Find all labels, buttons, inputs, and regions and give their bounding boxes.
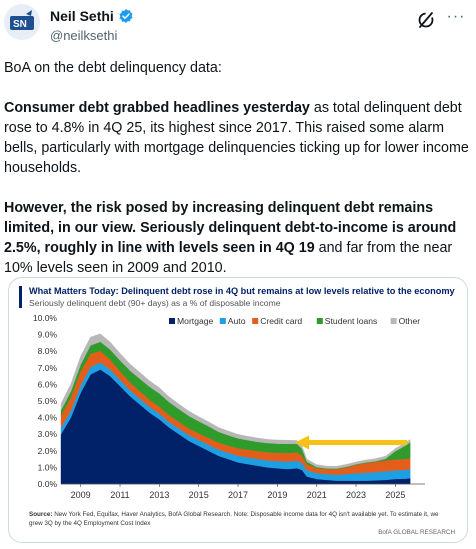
x-tick-label: 2009 xyxy=(71,490,91,500)
tweet-paragraph-3-rest: and far from the near 10% levels seen in… xyxy=(4,240,453,276)
x-tick-label: 2023 xyxy=(346,490,366,500)
source-text: New York Fed, Equifax, Haver Analytics, … xyxy=(29,511,439,527)
legend-swatch-credit-card xyxy=(252,318,259,324)
author-display-name[interactable]: Neil Sethi xyxy=(50,8,114,24)
chart-brand: BofA GLOBAL RESEARCH xyxy=(378,529,455,536)
x-tick-label: 2013 xyxy=(149,490,169,500)
tweet-paragraph-2: Consumer debt grabbed headlines yesterda… xyxy=(4,98,470,178)
x-tick-label: 2019 xyxy=(267,490,287,500)
tweet-paragraph-2-rest: as total delinquent debt rose to 4.8% in… xyxy=(4,100,469,176)
chart-subtitle: Seriously delinquent debt (90+ days) as … xyxy=(29,298,281,308)
annotation-arrow-head xyxy=(295,435,310,450)
legend-label: Student loans xyxy=(325,316,378,326)
x-tick-label: 2017 xyxy=(228,490,248,500)
y-tick-label: 1.0% xyxy=(38,462,58,472)
chart-source-note: Source: New York Fed, Equifax, Haver Ana… xyxy=(29,510,449,528)
x-tick-label: 2011 xyxy=(110,490,129,500)
legend-swatch-other xyxy=(390,318,397,324)
legend-label: Credit card xyxy=(260,316,302,326)
y-tick-label: 4.0% xyxy=(38,413,58,423)
y-tick-label: 3.0% xyxy=(38,429,58,439)
y-tick-label: 0.0% xyxy=(38,479,58,489)
avatar[interactable]: SN xyxy=(4,4,40,40)
verified-badge-icon xyxy=(119,9,133,23)
legend-label: Mortgage xyxy=(177,316,214,326)
tweet-paragraph-3: However, the risk posed by increasing de… xyxy=(4,198,470,278)
y-tick-label: 8.0% xyxy=(38,346,58,356)
source-label: Source: xyxy=(29,511,53,518)
tweet-paragraph-2-bold: Consumer debt grabbed headlines yesterda… xyxy=(4,100,310,116)
chart-image-card[interactable]: What Matters Today: Delinquent debt rose… xyxy=(8,277,468,543)
legend-label: Auto xyxy=(228,316,246,326)
y-tick-label: 9.0% xyxy=(38,330,58,340)
grok-icon xyxy=(418,12,434,28)
tweet-header: SN Neil Sethi @neilksethi ··· xyxy=(0,0,476,50)
grok-button[interactable] xyxy=(416,10,436,30)
sn-logo-avatar-icon: SN xyxy=(4,4,40,40)
legend-label: Other xyxy=(399,316,421,326)
chart-figure: What Matters Today: Delinquent debt rose… xyxy=(19,284,459,538)
more-options-icon[interactable]: ··· xyxy=(446,8,466,25)
area-series-other xyxy=(60,333,411,469)
legend-swatch-student-loans xyxy=(316,318,323,324)
x-tick-label: 2025 xyxy=(385,490,405,500)
chart-title: What Matters Today: Delinquent debt rose… xyxy=(29,286,455,296)
x-tick-label: 2015 xyxy=(189,490,209,500)
y-tick-label: 2.0% xyxy=(38,446,58,456)
tweet-paragraph-1: BoA on the debt delinquency data: xyxy=(4,60,222,76)
x-tick-label: 2021 xyxy=(307,490,327,500)
svg-text:SN: SN xyxy=(13,19,27,30)
tweet-text: BoA on the debt delinquency data: Consum… xyxy=(4,58,470,298)
legend-swatch-auto xyxy=(219,318,226,324)
chart-accent-bar xyxy=(19,286,22,308)
y-tick-label: 10.0% xyxy=(33,313,58,323)
y-tick-label: 7.0% xyxy=(38,363,58,373)
legend-swatch-mortgage xyxy=(169,318,175,324)
y-tick-label: 5.0% xyxy=(38,396,58,406)
tweet-paragraph-3-bold: However, the risk posed by increasing de… xyxy=(4,200,457,256)
y-tick-label: 6.0% xyxy=(38,379,58,389)
stacked-area-chart: 0.0% 1.0% 2.0% 3.0% 4.0% 5.0% 6.0% 7.0% 8.0% 9.0%… xyxy=(33,313,425,500)
author-handle[interactable]: @neilksethi xyxy=(50,28,118,43)
